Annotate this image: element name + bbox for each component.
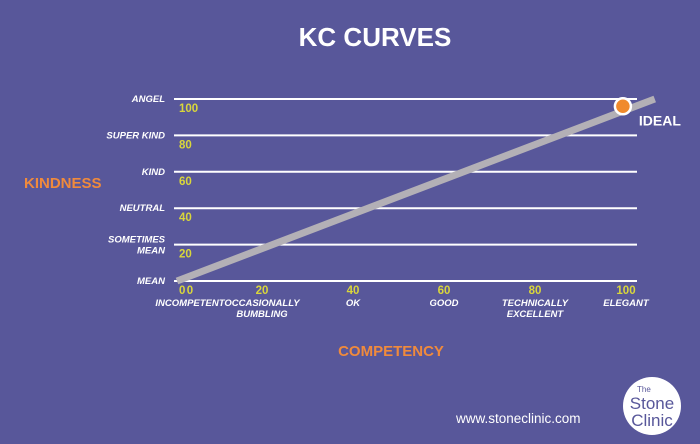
x-tick-number: 20 — [256, 285, 269, 297]
logo-stone: Stone — [630, 394, 674, 413]
x-tick-number: 0 — [187, 285, 193, 297]
logo-the: The — [637, 385, 651, 394]
y-axis-title: KINDNESS — [24, 175, 102, 192]
y-tick-number: 20 — [179, 249, 192, 261]
x-tick-caption: GOOD — [429, 298, 458, 309]
x-tick-caption: EXCELLENT — [507, 309, 565, 320]
y-tick-number: 40 — [179, 212, 192, 224]
x-tick-number: 60 — [438, 285, 451, 297]
x-tick-caption: OCCASIONALLY — [224, 298, 301, 309]
logo-clinic: Clinic — [631, 411, 673, 430]
y-tick-caption: MEAN — [137, 246, 166, 257]
ideal-label: IDEAL — [639, 112, 681, 128]
x-tick-caption: TECHNICALLY — [502, 298, 570, 309]
y-axis-ticks: 0MEAN20SOMETIMESMEAN40NEUTRAL60KIND80SUP… — [106, 94, 198, 297]
x-tick-caption: OK — [346, 298, 361, 309]
y-tick-number: 0 — [179, 285, 185, 297]
x-tick-number: 100 — [616, 285, 635, 297]
y-tick-caption: NEUTRAL — [120, 203, 166, 214]
x-tick-number: 80 — [529, 285, 542, 297]
series-layer — [175, 95, 656, 285]
y-tick-caption: MEAN — [137, 276, 166, 287]
logo-circle — [623, 377, 681, 435]
annotation-layer: IDEAL — [613, 97, 681, 128]
stone-clinic-logo: The Stone Clinic — [623, 377, 681, 435]
kc-curve-line — [175, 95, 656, 285]
ideal-marker — [613, 97, 633, 116]
website-url: www.stoneclinic.com — [455, 411, 581, 426]
y-tick-caption: ANGEL — [131, 94, 165, 105]
chart-title: KC CURVES — [299, 22, 452, 52]
y-tick-caption: KIND — [142, 167, 165, 178]
x-tick-caption: BUMBLING — [236, 309, 288, 320]
x-tick-caption: INCOMPETENT — [155, 298, 225, 309]
y-tick-number: 100 — [179, 103, 198, 115]
y-tick-number: 80 — [179, 139, 192, 151]
gridlines — [174, 98, 637, 282]
y-tick-number: 60 — [179, 176, 192, 188]
y-tick-caption: SUPER KIND — [106, 130, 165, 141]
x-axis-title: COMPETENCY — [338, 343, 444, 360]
x-tick-number: 40 — [347, 285, 360, 297]
y-tick-caption: SOMETIMES — [108, 235, 166, 246]
x-tick-caption: ELEGANT — [603, 298, 650, 309]
